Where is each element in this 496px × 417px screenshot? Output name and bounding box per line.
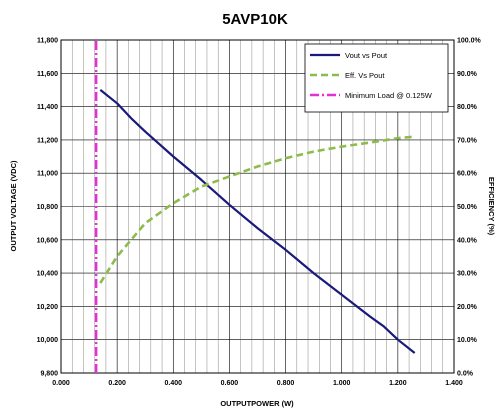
y-tick-label: 11,000	[37, 171, 58, 178]
legend: Vout vs Pout Eff. Vs Pout Minimum Load @ 0…	[304, 43, 449, 113]
y-tick-label: 9,800	[40, 371, 58, 378]
legend-label: Vout vs Pout	[345, 51, 388, 60]
y-tick-label: 10,000	[37, 337, 59, 344]
y2-tick-label: 100.0%	[457, 38, 482, 45]
y-tick-label: 10,800	[37, 204, 59, 211]
x-axis: 0.000 0.200 0.400 0.600 0.800 1.000 1.200 1.400	[52, 380, 463, 387]
y-tick-label: 10,400	[37, 271, 59, 278]
plot-area	[60, 39, 455, 374]
y2-tick-label: 80.0%	[457, 104, 478, 111]
y2-axis-label: EFFICIENCY (%)	[487, 177, 496, 236]
legend-label: Minimum Load @ 0.125W	[345, 91, 433, 100]
y-tick-label: 11,800	[37, 38, 58, 45]
y-axis-left: 9,800 10,000 10,200 10,400 10,600 10,800 11,00…	[37, 38, 59, 378]
x-tick-label: 1.200	[389, 380, 407, 387]
y2-tick-label: 50.0%	[457, 204, 478, 211]
y2-tick-label: 0.0%	[457, 371, 474, 378]
y-axis-right: 0.0% 10.0% 20.0% 30.0% 40.0% 50.0% 60.0% 70.0% 8…	[457, 38, 482, 378]
x-tick-label: 0.000	[52, 380, 70, 387]
grid	[61, 40, 454, 373]
y2-tick-label: 60.0%	[457, 171, 478, 178]
y-tick-label: 11,400	[37, 104, 58, 111]
y-tick-label: 10,200	[37, 304, 59, 311]
y-tick-label: 11,600	[37, 71, 58, 78]
x-tick-label: 0.400	[165, 380, 183, 387]
y2-tick-label: 90.0%	[457, 71, 478, 78]
x-axis-label: OUTPUTPOWER (W)	[220, 399, 294, 408]
y-axis-label: OUTPUT VOLTAGE (VDC)	[9, 160, 18, 251]
x-tick-label: 0.800	[277, 380, 295, 387]
y2-tick-label: 10.0%	[457, 337, 478, 344]
series-line-1	[99, 89, 416, 354]
x-tick-label: 0.600	[221, 380, 239, 387]
y-tick-label: 11,200	[37, 137, 58, 144]
series-line-2	[99, 135, 415, 284]
series-layer	[94, 40, 416, 373]
x-tick-label: 0.200	[108, 380, 126, 387]
y-tick-label: 10,600	[37, 237, 59, 244]
y2-tick-label: 40.0%	[457, 237, 478, 244]
x-tick-label: 1.000	[333, 380, 351, 387]
chart-title: 5AVP10K	[222, 11, 288, 28]
y2-tick-label: 20.0%	[457, 304, 478, 311]
y2-tick-label: 30.0%	[457, 271, 478, 278]
legend-label: Eff. Vs Pout	[345, 71, 385, 80]
x-tick-label: 1.400	[445, 380, 463, 387]
y2-tick-label: 70.0%	[457, 137, 478, 144]
